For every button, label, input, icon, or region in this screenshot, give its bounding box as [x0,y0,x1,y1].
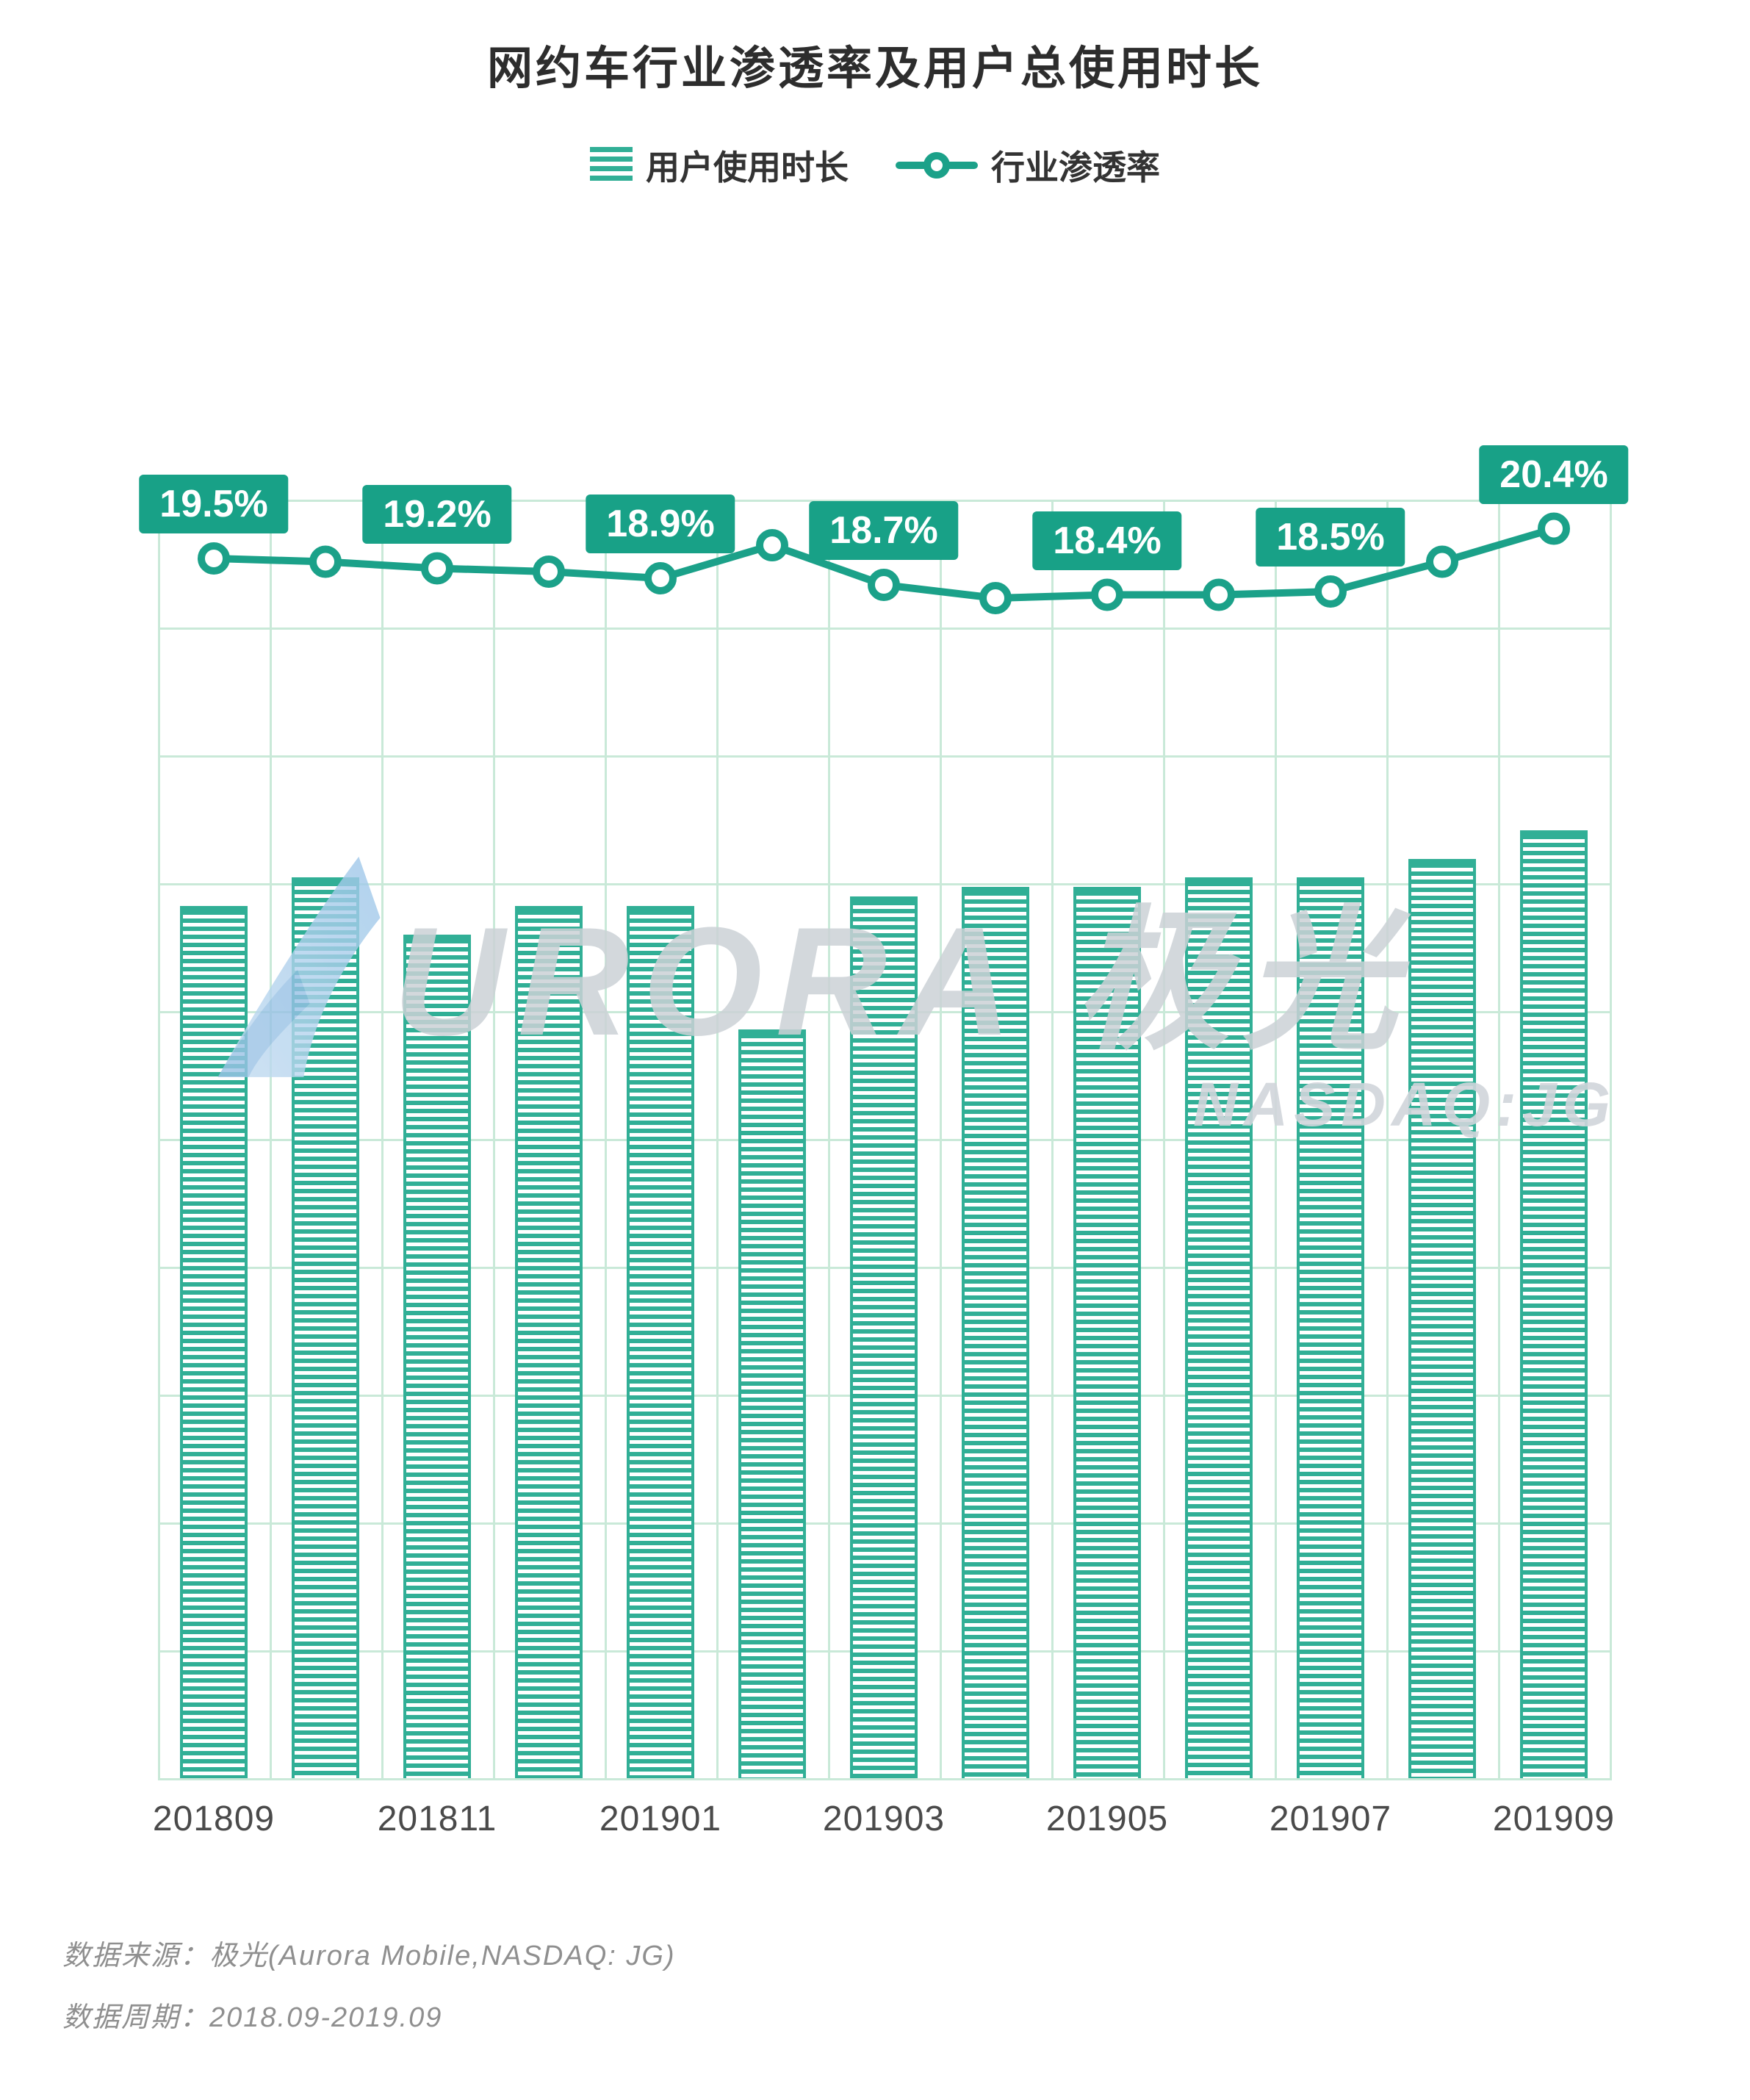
bar-201905 [1073,887,1141,1778]
line-marker-201901 [644,562,677,594]
penetration-value-label-201905: 18.4% [1032,511,1182,570]
line-marker-201902 [756,529,788,561]
line-marker-201908 [1426,545,1458,578]
line-marker-201812 [533,555,565,588]
footer: 数据来源：极光(Aurora Mobile,NASDAQ: JG) 数据周期：2… [62,1938,676,2062]
line-marker-201811 [421,552,453,585]
penetration-value-label-201903: 18.7% [809,501,959,560]
bar-201902 [738,1029,806,1778]
bar-201811 [403,935,471,1778]
bar-series-swatch-icon [590,147,633,184]
penetration-line-chart [198,512,1570,614]
x-axis-label-201811: 201811 [377,1799,497,1838]
bar-201901 [627,906,694,1778]
data-period: 数据周期：2018.09-2019.09 [62,2002,443,2033]
legend: 用户使用时长 行业渗透率 [0,141,1750,190]
bar-201909 [1520,830,1588,1778]
bar-201812 [515,906,583,1778]
legend-item-penetration: 行业渗透率 [896,141,1160,190]
chart-title: 网约车行业渗透率及用户总使用时长 [486,43,1263,94]
line-marker-201809 [198,542,230,575]
line-marker-icon [923,152,950,179]
bar-201810 [292,877,359,1778]
line-marker-201909 [1538,512,1570,545]
line-marker-201903 [868,569,900,601]
legend-item-usage-time: 用户使用时长 [590,141,849,190]
x-axis-label-201905: 201905 [1045,1799,1169,1838]
line-series-swatch-icon [896,152,978,179]
line-marker-201905 [1091,578,1123,611]
x-axis-label-201809: 201809 [152,1799,276,1838]
legend-line-label: 行业渗透率 [991,148,1160,187]
x-axis-label-201903: 201903 [822,1799,946,1838]
line-marker-201907 [1314,575,1347,608]
line-marker-201810 [309,545,342,578]
data-source: 数据来源：极光(Aurora Mobile,NASDAQ: JG) [62,1941,676,1971]
penetration-value-label-201901: 18.9% [586,495,735,553]
legend-bar-label: 用户使用时长 [646,148,849,187]
bar-201903 [850,896,918,1778]
line-marker-201904 [979,582,1012,614]
bar-201907 [1297,877,1364,1778]
x-axis-label-201907: 201907 [1269,1799,1392,1838]
bar-201908 [1408,859,1476,1778]
penetration-value-label-201907: 18.5% [1256,508,1405,567]
line-marker-201906 [1203,578,1235,611]
penetration-value-label-201909: 20.4% [1479,445,1629,504]
bar-201809 [180,906,248,1778]
penetration-value-label-201811: 19.2% [362,484,512,544]
x-axis-label-201909: 201909 [1492,1799,1616,1838]
bar-201904 [962,887,1029,1778]
x-axis-label-201901: 201901 [599,1799,722,1838]
penetration-value-label-201809: 19.5% [139,475,289,533]
bar-201906 [1185,877,1253,1778]
